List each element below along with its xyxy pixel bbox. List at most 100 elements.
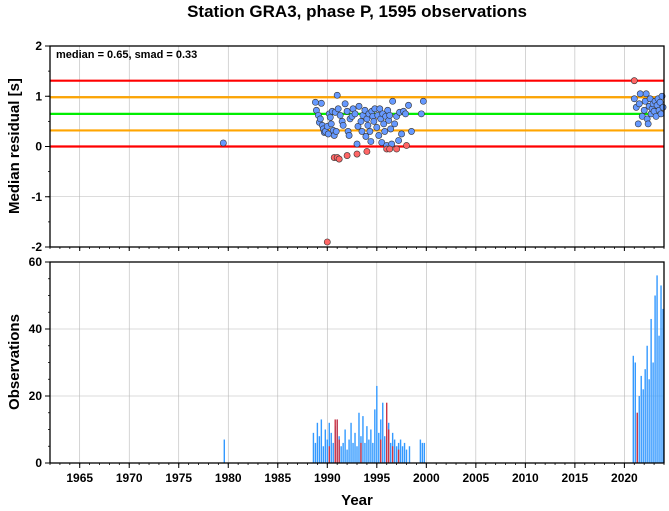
year-x-axis-label: Year [341,492,373,509]
observation-bar [644,369,646,463]
residual-point [378,139,386,146]
residual-point [366,128,374,135]
residual-y-tick-label: -2 [31,240,42,254]
residual-point [316,115,324,123]
observation-bar [658,335,660,463]
observations-y-tick-label: 60 [29,255,43,269]
residual-point [380,120,388,128]
residual-point [402,110,409,118]
observations-y-tick-label: 0 [35,456,42,470]
residual-point [317,99,325,107]
observation-bar [342,442,344,463]
observation-bar [642,389,644,463]
observations-y-axis-label: Observations [6,314,23,410]
residual-point [343,152,351,159]
residual-point [381,128,389,135]
year-tick-label: 2010 [512,471,539,485]
observation-bar [393,439,396,463]
residual-point [219,139,227,147]
observation-bar [652,362,654,463]
residual-point [659,103,667,111]
observation-bar [650,318,652,463]
residual-point [312,98,319,106]
observation-bar [405,449,408,463]
residual-point [332,128,340,135]
residual-point [393,145,401,153]
residual-point [630,95,638,103]
residual-point [375,132,383,139]
observation-bar [640,375,642,463]
residual-point [656,98,664,106]
residual-point [327,120,335,128]
year-tick-label: 2015 [562,471,589,485]
observation-bar [374,409,376,463]
residual-point [323,238,331,246]
observation-bar [328,422,330,463]
observation-bar [403,442,406,463]
observations-y-ticks: 0 20 40 60 [29,255,50,470]
residual-point [386,111,394,119]
observation-bar [312,432,315,463]
residual-point [336,111,344,119]
observation-bar [318,436,321,463]
observation-bar [408,446,411,463]
observations-y-tick-label: 20 [29,389,43,403]
observation-bar [368,439,370,463]
observation-bar [364,442,366,463]
observation-bar [419,439,422,463]
observation-bar [636,412,638,463]
observation-bar [320,419,323,463]
observation-bar [654,295,656,463]
observation-bar [332,442,334,463]
residual-point [395,137,402,144]
year-tick-label: 1990 [314,471,341,485]
residual-point [389,97,397,105]
residual-points [219,77,667,246]
observations-y-tick-label: 40 [29,322,43,336]
observation-bar [423,442,426,463]
observation-bar [316,422,319,463]
residual-point [339,121,347,129]
observation-bar [344,429,346,463]
observation-bar [389,442,392,463]
observation-bar [632,355,634,463]
observation-bar [350,422,352,463]
residual-y-tick-label: 0 [35,140,42,154]
residual-point [635,100,643,108]
residual-point [351,110,359,118]
residual-point [657,110,665,118]
residual-point [364,121,372,129]
year-tick-label: 2000 [413,471,440,485]
residual-point [636,90,644,98]
observation-bar [397,449,400,463]
residual-point [403,142,410,149]
observation-bar [324,429,327,463]
residual-point [355,102,363,110]
year-tick-label: 1985 [264,471,291,485]
residual-point [398,130,405,138]
observation-bar [376,385,378,463]
observation-bar [648,379,650,463]
observation-bar [366,426,368,463]
year-tick-label: 1975 [165,471,192,485]
observation-bar [660,285,662,463]
observation-bar [346,449,348,463]
chart-title: Station GRA3, phase P, 1595 observations [187,2,527,21]
residual-point [640,106,648,114]
residual-point [353,140,361,148]
residual-point [373,124,381,131]
residual-point [405,101,412,109]
observation-bar [638,396,640,463]
residual-point [363,148,371,155]
observation-bar [358,412,360,463]
residual-point [408,128,415,135]
observation-bar [340,446,342,463]
observation-bar [314,442,317,463]
year-tick-label: 2005 [462,471,489,485]
residual-point [345,132,353,139]
year-tick-label: 1980 [215,471,242,485]
residual-y-axis-label: Median residual [s] [6,78,23,214]
observation-bar [421,442,424,463]
observation-bar [656,275,658,463]
